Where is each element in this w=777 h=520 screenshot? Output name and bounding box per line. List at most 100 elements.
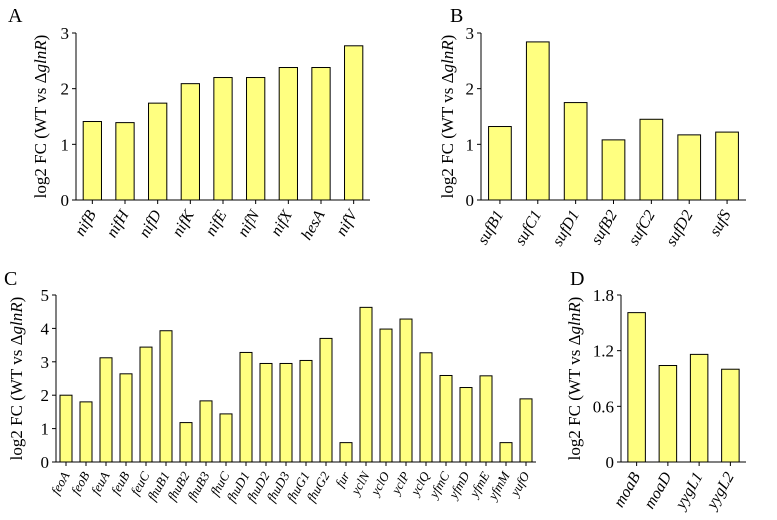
y-tick-label: 2 — [466, 80, 475, 99]
x-tick-label: yclP — [387, 469, 413, 498]
y-tick-label: 0 — [41, 453, 50, 472]
y-axis-label: log2 FC (WT vs ΔglnR) — [438, 35, 457, 199]
x-tick-label: nifB — [72, 207, 100, 239]
y-axis-label: log2 FC (WT vs ΔglnR) — [565, 297, 584, 461]
x-tick-label: yfmC — [425, 469, 453, 502]
x-tick-label: feoA — [48, 469, 73, 497]
x-tick-label: sufC1 — [512, 208, 545, 249]
bar-yufO — [519, 398, 533, 463]
x-tick-label: sufS — [706, 208, 734, 240]
bar-sufS — [715, 131, 739, 201]
y-tick-label: 0 — [61, 191, 70, 210]
y-axis-label-prefix: log2 FC (WT vs Δ — [565, 334, 584, 460]
bar-fhuD3 — [279, 362, 293, 463]
x-tick-label: nifV — [333, 206, 362, 240]
bar-yfmE — [479, 375, 493, 463]
bar-fhuG1 — [299, 359, 313, 463]
x-tick-label: sufB1 — [474, 208, 507, 248]
bar-feoA — [59, 394, 73, 463]
bar-feuA — [99, 357, 113, 463]
x-tick-label: yygL1 — [671, 470, 706, 514]
y-axis-label-gene: glnR — [438, 40, 457, 73]
bar-nifN — [246, 77, 266, 201]
bar-sufD1 — [563, 102, 588, 201]
bar-fur — [339, 442, 353, 463]
y-tick-label: 5 — [41, 286, 50, 305]
panel-letter: D — [570, 268, 584, 290]
y-tick-label: 1 — [466, 135, 475, 154]
bar-fhuD1 — [239, 351, 253, 463]
bar-sufB1 — [488, 126, 512, 201]
bar-nifD — [148, 102, 168, 201]
panel-a: A 0 1 2 3 nifB nifH nifD nifK nifE nifN nifX hesA nif… — [8, 5, 370, 243]
x-tick-label: moaB — [611, 469, 644, 510]
bar-fhuB3 — [199, 400, 213, 463]
bar-yclQ — [419, 352, 433, 463]
y-axis-label-prefix: log2 FC (WT vs Δ — [31, 72, 50, 198]
bar-sufD2 — [677, 134, 702, 201]
bar-fhuB2 — [179, 422, 193, 463]
x-tick-label: yfmD — [445, 468, 473, 502]
x-tick-label: sufD1 — [549, 208, 583, 250]
y-tick-label: 1.8 — [593, 286, 614, 305]
bar-feuB — [119, 373, 133, 463]
y-axis-label-gene: glnR — [7, 302, 26, 335]
bar-fhuC — [219, 413, 233, 463]
bar-hesA — [311, 67, 331, 201]
x-tick-label: moaD — [641, 469, 675, 512]
panel-c: C012345feoAfeoBfeuAfeuBfeuCfhuB1fhuB2fhu… — [4, 268, 536, 505]
bar-nifX — [278, 67, 298, 201]
y-tick-label: 0 — [606, 453, 615, 472]
y-axis-label-prefix: log2 FC (WT vs Δ — [438, 72, 457, 198]
bar-yfmD — [459, 387, 473, 463]
bar-yclO — [379, 328, 393, 463]
bar-nifK — [180, 83, 200, 201]
y-tick-label: 4 — [41, 319, 50, 338]
panel-letter: A — [8, 5, 23, 27]
y-axis-label-suffix: ) — [565, 297, 584, 303]
bar-feoB — [79, 401, 93, 463]
x-tick-label: yygL2 — [703, 470, 738, 514]
y-tick-label: 2 — [41, 386, 50, 405]
bar-nifH — [115, 122, 135, 201]
x-tick-label: sufB2 — [588, 208, 621, 248]
bar-yclP — [399, 318, 413, 463]
x-tick-label: hesA — [298, 207, 328, 243]
bar-moaD — [658, 365, 678, 463]
y-tick-label: 0 — [466, 191, 475, 210]
bar-fhuB1 — [159, 330, 173, 463]
y-axis-label: log2 FC (WT vs ΔglnR) — [31, 35, 50, 199]
panel-b: B 0 1 2 3 sufB1 sufC1 sufD1 sufB2 sufC2 sufD2 sufS l… — [438, 5, 746, 249]
y-axis-label-gene: glnR — [565, 302, 584, 335]
x-tick-label: nifK — [169, 206, 198, 240]
bar-sufC2 — [639, 118, 664, 201]
y-tick-label: 1.2 — [593, 342, 614, 361]
x-tick-label: yclN — [347, 468, 374, 499]
x-tick-label: feuB — [108, 469, 133, 497]
y-tick-label: 1 — [61, 135, 70, 154]
bar-nifV — [344, 45, 364, 201]
bar-fhuG2 — [319, 337, 333, 463]
panel-letter: C — [4, 268, 17, 290]
y-tick-label: 2 — [61, 80, 70, 99]
bar-yygL2 — [721, 368, 740, 463]
y-axis-label-suffix: ) — [31, 35, 50, 41]
bar-fhuD2 — [259, 362, 273, 463]
y-axis-label: log2 FC (WT vs ΔglnR) — [7, 297, 26, 461]
bar-yfmM — [499, 442, 513, 463]
x-tick-label: sufC2 — [625, 208, 658, 249]
bar-yclN — [359, 306, 373, 463]
bar-sufC1 — [525, 41, 550, 201]
x-tick-label: nifX — [268, 206, 297, 239]
y-tick-label: 3 — [61, 24, 70, 43]
x-tick-label: fhuB3 — [184, 469, 213, 504]
y-tick-label: 3 — [466, 24, 475, 43]
bar-nifB — [82, 121, 102, 201]
bar-feuC — [139, 346, 153, 463]
bar-moaB — [627, 312, 646, 463]
x-tick-label: yclO — [366, 468, 393, 499]
panel-letter: B — [450, 5, 463, 27]
bar-yygL1 — [689, 353, 709, 463]
